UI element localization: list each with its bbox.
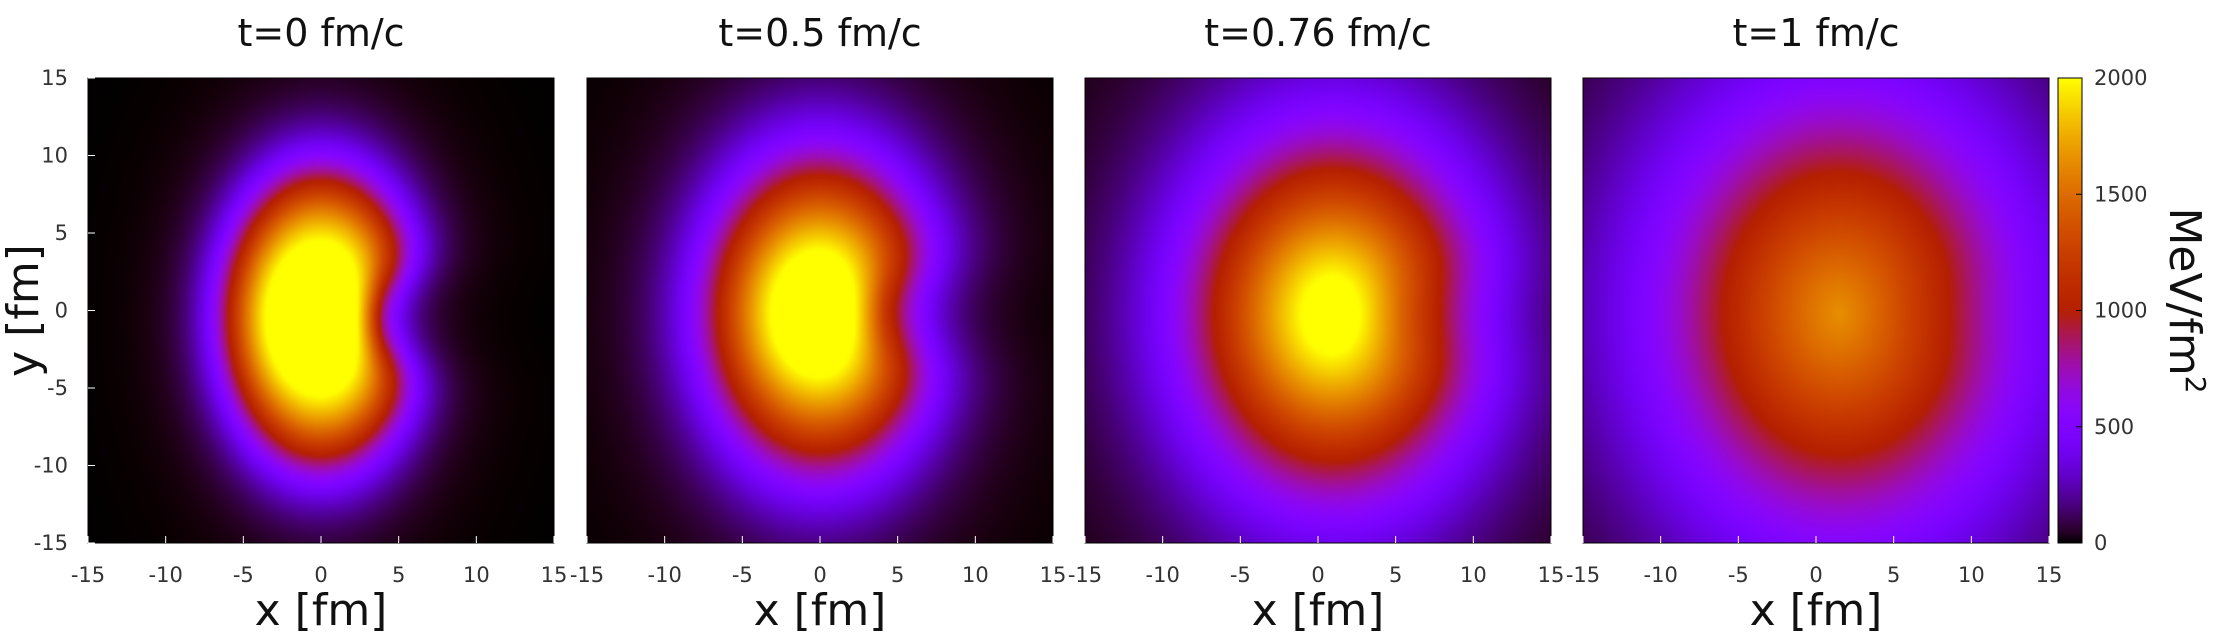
- x-tick-label: 15: [2036, 563, 2063, 587]
- x-tick-label: 0: [1809, 563, 1822, 587]
- colorbar-unit-superscript: 2: [2179, 376, 2212, 394]
- colorbar-unit-label: MeV/fm2: [2159, 207, 2212, 393]
- x-tick-label: -10: [1644, 563, 1678, 587]
- y-tick-label: 5: [55, 221, 68, 245]
- y-tick-label: -5: [47, 376, 68, 400]
- y-tick-label: 0: [55, 299, 68, 323]
- x-tick-label: 10: [463, 563, 490, 587]
- x-tick-label: 15: [1040, 563, 1067, 587]
- x-tick-label: 5: [891, 563, 904, 587]
- x-tick-label: -10: [149, 563, 183, 587]
- x-tick-label: 0: [314, 563, 327, 587]
- panel-title-3: t=1 fm/c: [1732, 11, 1899, 55]
- panel-title-2: t=0.76 fm/c: [1204, 11, 1432, 55]
- x-tick-label: 10: [1460, 563, 1487, 587]
- x-tick-label: 10: [1958, 563, 1985, 587]
- y-tick-label: -15: [34, 531, 68, 555]
- x-tick-label: 10: [962, 563, 989, 587]
- heatmap-3: [1583, 78, 2049, 543]
- x-tick-label: -10: [1146, 563, 1180, 587]
- y-tick-label: 15: [41, 66, 68, 90]
- x-tick-label: 0: [1311, 563, 1324, 587]
- x-tick-label: 0: [813, 563, 826, 587]
- x-axis-label: x [fm]: [1750, 585, 1883, 636]
- x-tick-label: -5: [732, 563, 753, 587]
- colorbar-tick-label: 2000: [2094, 66, 2147, 90]
- heatmap-1: [587, 78, 1053, 543]
- x-tick-label: -5: [1230, 563, 1251, 587]
- colorbar-tick-label: 1500: [2094, 182, 2147, 206]
- panel-title-0: t=0 fm/c: [237, 11, 404, 55]
- colorbar-unit-base: MeV/fm: [2159, 207, 2210, 375]
- x-tick-label: 15: [1538, 563, 1565, 587]
- x-tick-label: -10: [648, 563, 682, 587]
- x-tick-label: -15: [1068, 563, 1102, 587]
- x-tick-label: -5: [1728, 563, 1749, 587]
- x-axis-label: x [fm]: [754, 585, 887, 636]
- x-tick-label: 15: [541, 563, 568, 587]
- x-axis-label: x [fm]: [255, 585, 388, 636]
- x-tick-label: -15: [1566, 563, 1600, 587]
- y-axis-label: y [fm]: [0, 244, 49, 377]
- colorbar-tick-label: 0: [2094, 531, 2107, 555]
- heatmap-0: [88, 78, 554, 543]
- x-tick-label: 5: [1887, 563, 1900, 587]
- x-axis-label: x [fm]: [1252, 585, 1385, 636]
- colorbar-tick-label: 500: [2094, 415, 2134, 439]
- heatmap-2: [1085, 78, 1551, 543]
- y-tick-label: -10: [34, 454, 68, 478]
- x-tick-label: -5: [233, 563, 254, 587]
- x-tick-label: 5: [1389, 563, 1402, 587]
- x-tick-label: -15: [570, 563, 604, 587]
- y-tick-label: 10: [41, 144, 68, 168]
- x-tick-label: 5: [392, 563, 405, 587]
- colorbar-tick-label: 1000: [2094, 299, 2147, 323]
- panel-title-1: t=0.5 fm/c: [718, 11, 921, 55]
- x-tick-label: -15: [71, 563, 105, 587]
